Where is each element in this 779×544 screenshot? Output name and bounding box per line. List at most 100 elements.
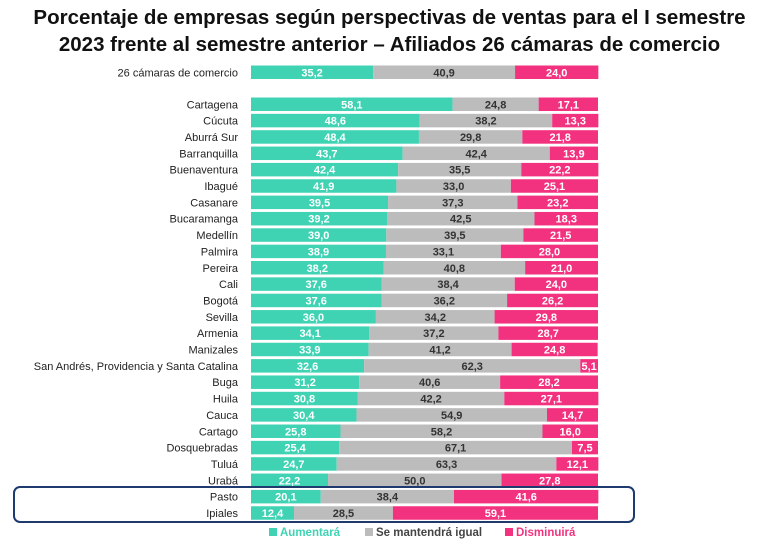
data-label-aumentara-tulua: 24,7 — [283, 459, 304, 471]
category-label-ibague: Ibagué — [204, 181, 238, 193]
data-label-aumentara-buga: 31,2 — [294, 377, 315, 389]
bar-aumentara-palmira — [251, 244, 386, 259]
category-label-bucaramanga: Bucaramanga — [170, 214, 239, 226]
bar-aumentara-buga — [251, 375, 360, 389]
chart-title: Porcentaje de empresas según perspectiva… — [0, 4, 779, 58]
chart-title-line-2: 2023 frente al semestre anterior – Afili… — [58, 33, 721, 56]
chart-title-line-1: Porcentaje de empresas según perspectiva… — [33, 6, 746, 29]
bar-se-mantendra-igual-barranquilla — [402, 146, 550, 161]
data-label-aumentara-aburra-sur: 48,4 — [324, 132, 346, 144]
data-label-aumentara-26-camaras-de-comercio: 35,2 — [301, 67, 322, 79]
bar-aumentara-san-andres-providencia-y-santa-catalina — [251, 359, 365, 373]
data-label-disminuira-cartago: 16,0 — [560, 426, 581, 438]
legend-entry-se-mantendra-igual: Se mantendrá igual — [376, 527, 482, 539]
bar-aumentara-manizales — [251, 342, 369, 357]
bar-disminuira-buga — [500, 375, 598, 389]
data-label-disminuira-cali: 24,0 — [546, 279, 567, 291]
bar-se-mantendra-igual-medellin — [386, 228, 524, 242]
data-label-aumentara-cucuta: 48,6 — [325, 116, 346, 128]
bar-disminuira-cucuta — [552, 113, 599, 128]
data-label-aumentara-bucaramanga: 39,2 — [308, 214, 329, 226]
bar-aumentara-cartagena — [251, 97, 453, 111]
bar-aumentara-aburra-sur — [251, 130, 419, 144]
category-label-sevilla: Sevilla — [206, 312, 239, 324]
category-label-huila: Huila — [213, 394, 239, 406]
data-label-disminuira-huila: 27,1 — [541, 394, 562, 406]
category-label-pereira: Pereira — [203, 263, 239, 275]
data-label-aumentara-huila: 30,8 — [294, 394, 315, 406]
data-label-disminuira-casanare: 23,2 — [547, 197, 568, 209]
bar-disminuira-tulua — [556, 457, 599, 471]
category-label-aburra-sur: Aburrá Sur — [185, 132, 239, 144]
bar-se-mantendra-igual-cartago — [340, 424, 543, 438]
data-label-disminuira-ipiales: 59,1 — [485, 508, 506, 520]
bar-aumentara-sevilla — [251, 310, 376, 324]
data-label-disminuira-medellin: 21,5 — [550, 230, 571, 242]
data-label-se-mantendra-igual-medellin: 39,5 — [444, 230, 465, 242]
bar-aumentara-ipiales — [251, 506, 295, 520]
bar-se-mantendra-igual-tulua — [336, 457, 557, 471]
bar-disminuira-bucaramanga — [534, 211, 598, 226]
bar-disminuira-uraba — [501, 473, 598, 488]
data-label-disminuira-26-camaras-de-comercio: 24,0 — [546, 67, 567, 79]
data-label-aumentara-casanare: 39,5 — [309, 197, 330, 209]
bar-aumentara-bucaramanga — [251, 211, 388, 226]
category-label-palmira: Palmira — [201, 246, 239, 258]
bar-se-mantendra-igual-uraba — [328, 473, 502, 488]
data-label-se-mantendra-igual-dosquebradas: 67,1 — [445, 443, 466, 455]
data-label-se-mantendra-igual-cucuta: 38,2 — [475, 116, 496, 128]
data-label-disminuira-pasto: 41,6 — [515, 492, 536, 504]
bar-se-mantendra-igual-casanare — [388, 195, 518, 210]
bar-aumentara-medellin — [251, 228, 387, 242]
data-label-disminuira-palmira: 28,0 — [539, 246, 560, 258]
category-label-medellin: Medellín — [196, 230, 238, 242]
bar-aumentara-pereira — [251, 261, 384, 275]
data-label-disminuira-san-andres-providencia-y-santa-catalina: 5,1 — [582, 361, 597, 373]
data-label-se-mantendra-igual-aburra-sur: 29,8 — [460, 132, 481, 144]
bar-aumentara-armenia — [251, 326, 370, 340]
bar-disminuira-barranquilla — [549, 146, 598, 161]
bar-aumentara-uraba — [251, 473, 329, 488]
data-label-se-mantendra-igual-ibague: 33,0 — [443, 181, 464, 193]
data-label-disminuira-pereira: 21,0 — [551, 263, 572, 275]
bar-se-mantendra-igual-cartagena — [452, 97, 539, 111]
category-label-armenia: Armenia — [197, 328, 239, 340]
data-label-disminuira-sevilla: 29,8 — [536, 312, 557, 324]
data-label-se-mantendra-igual-buenaventura: 35,5 — [449, 165, 470, 177]
category-label-san-andres-providencia-y-santa-catalina: San Andrés, Providencia y Santa Catalina — [34, 361, 239, 373]
category-label-cucuta: Cúcuta — [203, 116, 239, 128]
bar-aumentara-ibague — [251, 179, 397, 193]
bar-disminuira-cartago — [542, 424, 598, 438]
bar-disminuira-huila — [504, 391, 599, 406]
data-label-aumentara-san-andres-providencia-y-santa-catalina: 32,6 — [297, 361, 318, 373]
data-label-aumentara-buenaventura: 42,4 — [314, 165, 336, 177]
bar-disminuira-aburra-sur — [522, 130, 598, 144]
bar-se-mantendra-igual-sevilla — [375, 310, 495, 324]
bar-se-mantendra-igual-cauca — [356, 408, 547, 422]
category-label-ipiales: Ipiales — [206, 508, 238, 520]
data-label-se-mantendra-igual-huila: 42,2 — [420, 394, 441, 406]
data-label-aumentara-medellin: 39,0 — [308, 230, 329, 242]
data-label-se-mantendra-igual-casanare: 37,3 — [442, 197, 463, 209]
data-label-aumentara-manizales: 33,9 — [299, 345, 320, 357]
bar-aumentara-bogota — [251, 293, 382, 308]
data-label-disminuira-tulua: 12,1 — [567, 459, 588, 471]
data-label-se-mantendra-igual-cartagena: 24,8 — [485, 99, 506, 111]
data-label-aumentara-barranquilla: 43,7 — [316, 148, 337, 160]
bar-aumentara-cucuta — [251, 113, 420, 128]
bar-disminuira-ipiales — [392, 506, 598, 520]
bar-disminuira-casanare — [517, 195, 598, 210]
bar-se-mantendra-igual-ipiales — [294, 506, 393, 520]
highlight-box-pasto-ipiales — [13, 486, 635, 523]
bar-disminuira-manizales — [511, 342, 598, 357]
legend-swatch-aumentara — [269, 528, 277, 536]
bar-se-mantendra-igual-cucuta — [419, 113, 553, 128]
data-label-se-mantendra-igual-uraba: 50,0 — [404, 475, 425, 487]
data-label-disminuira-cauca: 14,7 — [562, 410, 583, 422]
category-label-buenaventura: Buenaventura — [170, 165, 239, 177]
data-label-aumentara-pereira: 38,2 — [307, 263, 328, 275]
bar-se-mantendra-igual-palmira — [385, 244, 501, 259]
data-label-se-mantendra-igual-bogota: 36,2 — [434, 295, 455, 307]
category-label-uraba: Urabá — [208, 475, 239, 487]
